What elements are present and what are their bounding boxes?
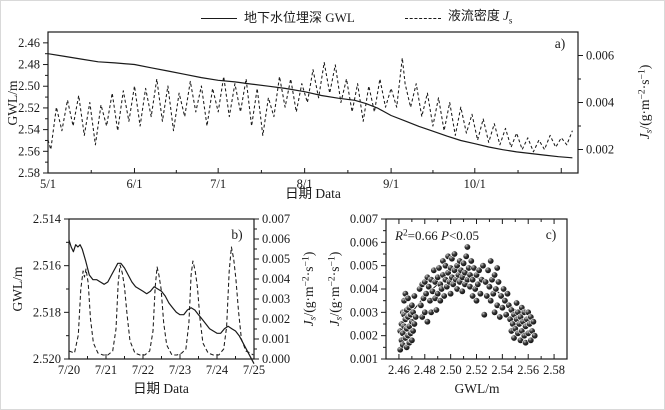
x-tick-label: 7/24 xyxy=(206,363,229,377)
legend-label-gwl: 地下水位埋深 GWL xyxy=(244,10,355,26)
series-b-gwl xyxy=(68,239,255,364)
left-tick-label: 0.007 xyxy=(350,212,378,226)
left-tick-label: 2.514 xyxy=(33,212,62,226)
left-tick-label: 0.001 xyxy=(350,352,378,366)
left-tick-label: 2.48 xyxy=(18,58,40,72)
x-tick-label: 2.54 xyxy=(491,363,514,377)
left-tick-label: 2.54 xyxy=(18,123,41,137)
panel-a: 5/1 6/1 7/1 8/1 9/1 10/1 日期 Data 2.46 2.48 2.50 2.… xyxy=(5,31,655,201)
right-axis-title-b: Js/(g·m−2·s−1) xyxy=(301,252,319,327)
panel-label-c: c) xyxy=(546,227,557,242)
x-tick-label: 10/1 xyxy=(464,177,486,191)
right-tick-label: 0.000 xyxy=(262,352,290,366)
right-tick-label: 0.004 xyxy=(586,96,615,110)
x-tick-label: 7/22 xyxy=(132,363,154,377)
x-tick-label: 2.46 xyxy=(388,363,410,377)
legend-solid-line-icon xyxy=(201,17,237,19)
left-axis-title-b: GWL/m xyxy=(10,266,25,311)
right-tick-label: 0.005 xyxy=(262,252,290,266)
panel-label-a: a) xyxy=(555,36,566,51)
series-a-gwl xyxy=(47,53,573,159)
legend-dashed-line-icon xyxy=(404,17,441,19)
x-tick-label: 6/1 xyxy=(126,177,142,191)
x-axis-title-c: GWL/m xyxy=(455,381,500,396)
right-tick-label: 0.003 xyxy=(262,292,290,306)
left-tick-label: 0.003 xyxy=(350,305,378,319)
panel-b: 7/20 7/21 7/22 7/23 7/24 7/25 日期 Data 2.514 2.51… xyxy=(10,212,319,396)
right-tick-label: 0.004 xyxy=(262,272,291,286)
left-tick-label: 2.52 xyxy=(18,101,40,115)
left-tick-label: 2.518 xyxy=(33,305,61,319)
left-tick-label: 2.58 xyxy=(18,166,40,180)
right-tick-label: 0.007 xyxy=(262,212,290,226)
x-tick-label: 7/20 xyxy=(58,363,80,377)
right-tick-label: 0.006 xyxy=(262,232,290,246)
x-tick-label: 5/1 xyxy=(40,177,56,191)
x-tick-label: 2.52 xyxy=(466,363,488,377)
left-tick-label: 2.520 xyxy=(33,352,61,366)
right-tick-label: 0.006 xyxy=(586,49,614,63)
x-tick-label: 2.50 xyxy=(440,363,462,377)
x-tick-label: 2.48 xyxy=(414,363,436,377)
right-tick-label: 0.002 xyxy=(262,312,290,326)
left-axis-title-c: Js/(g·m−2·s−1) xyxy=(327,252,345,327)
left-axis-title-a: GWL/m xyxy=(5,80,20,125)
right-tick-label: 0.001 xyxy=(262,332,290,346)
x-tick-label: 7/25 xyxy=(243,363,265,377)
legend-item-js: 液流密度 Js xyxy=(404,8,513,29)
series-a-js xyxy=(47,57,573,153)
legend: 地下水位埋深 GWL 液流密度 Js xyxy=(201,8,512,29)
left-tick-label: 2.50 xyxy=(18,79,40,93)
x-axis-title-a: 日期 Data xyxy=(285,186,341,201)
x-tick-label: 9/1 xyxy=(383,177,399,191)
x-tick-label: 2.56 xyxy=(517,363,539,377)
x-tick-label: 7/23 xyxy=(169,363,191,377)
x-tick-label: 7/1 xyxy=(210,177,226,191)
x-tick-label: 2.58 xyxy=(543,363,565,377)
panel-c: 2.46 2.48 2.50 2.52 2.54 2.56 2.58 GWL/m 0.001 0.… xyxy=(327,212,568,396)
left-tick-label: 0.006 xyxy=(350,235,378,249)
x-tick-label: 8/1 xyxy=(297,177,313,191)
left-tick-label: 0.005 xyxy=(350,259,378,273)
annotation-r2: R2=0.66 P<0.05 xyxy=(394,228,479,243)
legend-label-js: 液流密度 Js xyxy=(447,8,513,26)
left-tick-label: 2.46 xyxy=(18,36,40,50)
left-tick-label: 0.002 xyxy=(350,329,378,343)
right-axis-title-a: Js/(g·m−2·s−1) xyxy=(637,65,655,140)
left-tick-label: 2.516 xyxy=(33,259,61,273)
x-tick-label: 7/21 xyxy=(95,363,117,377)
series-b-js xyxy=(68,246,254,356)
scatter-points xyxy=(396,243,539,354)
plot-frame-a xyxy=(47,31,579,174)
legend-item-gwl: 地下水位埋深 GWL xyxy=(201,10,355,26)
panel-label-b: b) xyxy=(231,227,242,242)
left-tick-label: 2.56 xyxy=(18,144,40,158)
right-tick-label: 0.002 xyxy=(586,143,614,157)
x-axis-title-b: 日期 Data xyxy=(133,381,189,396)
left-tick-label: 0.004 xyxy=(350,282,379,296)
